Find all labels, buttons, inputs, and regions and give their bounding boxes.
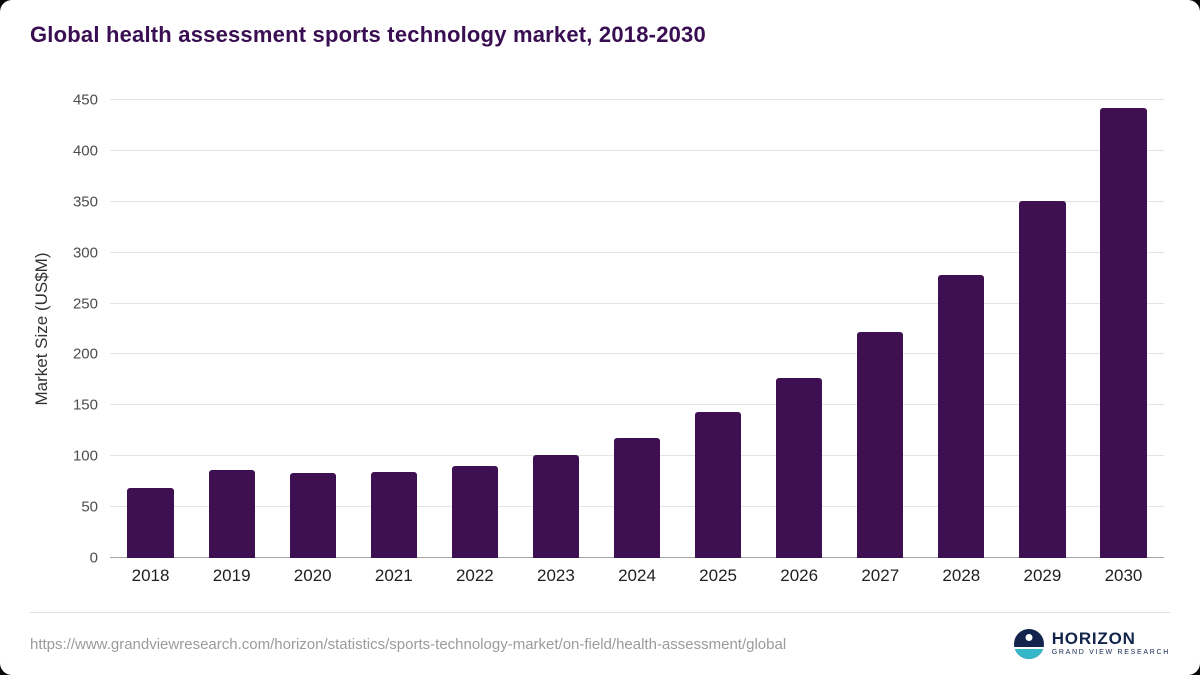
bar-2028 [938, 275, 985, 558]
gridline [110, 251, 1164, 253]
x-axis-label-2019: 2019 [212, 566, 251, 585]
bar-2027 [857, 332, 904, 558]
gridline [110, 404, 1164, 406]
y-axis-tick-label: 400 [72, 142, 98, 160]
x-axis-label-2022: 2022 [455, 566, 494, 585]
x-axis-label-2020: 2020 [293, 566, 332, 585]
bar-column [678, 100, 759, 558]
x-axis-label-2018: 2018 [131, 566, 170, 585]
bar-column [1083, 100, 1164, 558]
gridline [110, 302, 1164, 304]
bar-2029 [1019, 200, 1066, 558]
x-axis-label-2030: 2030 [1104, 566, 1143, 585]
y-axis-tick-label: 50 [81, 498, 98, 516]
bar-2020 [289, 472, 336, 558]
bar-2022 [451, 466, 498, 558]
gridline [110, 200, 1164, 202]
chart-title: Global health assessment sports technolo… [30, 22, 706, 47]
y-axis-tick-label: 250 [72, 295, 98, 313]
logo-horizon-shape [1013, 647, 1044, 659]
bar-series [110, 100, 1164, 558]
y-axis-tick-label: 100 [72, 447, 98, 465]
bar-column [759, 100, 840, 558]
x-axis-label-2027: 2027 [861, 566, 900, 585]
logo-text: HORIZON GRAND VIEW RESEARCH [1052, 630, 1170, 657]
y-axis-tick-label: 350 [72, 193, 98, 211]
horizon-logo-icon [1013, 629, 1044, 659]
x-axis-tick-labels: 2018 2019 2020 2021 2022 2023 2024 2025 2026 2027… [110, 566, 1164, 586]
bar-column [921, 100, 1002, 558]
source-url: https://www.grandviewresearch.com/horizo… [30, 635, 787, 653]
bar-column [596, 100, 677, 558]
bar-column [840, 100, 921, 558]
bar-2019 [208, 470, 255, 558]
bar-column [272, 100, 353, 558]
x-axis-label-2024: 2024 [618, 566, 656, 585]
bar-column [515, 100, 596, 558]
x-axis-label-2026: 2026 [780, 566, 819, 585]
logo-subtitle: GRAND VIEW RESEARCH [1051, 649, 1170, 657]
logo-title: HORIZON [1051, 629, 1136, 649]
gridline [110, 99, 1164, 100]
bar-2018 [127, 487, 174, 558]
footer: https://www.grandviewresearch.com/horizo… [30, 612, 1170, 675]
bar-column [110, 100, 191, 558]
bar-column [1002, 100, 1083, 558]
bar-column [434, 100, 515, 558]
plot-area [110, 99, 1164, 558]
y-axis-tick-label: 450 [72, 91, 98, 109]
bar-2026 [776, 377, 823, 558]
gridline [110, 353, 1164, 355]
x-axis-label-2025: 2025 [699, 566, 737, 585]
y-axis-tick-labels: 0 50 100 150 200 250 300 350 400 450 [0, 92, 98, 567]
bar-2023 [532, 455, 580, 558]
y-axis-tick-label: 200 [72, 345, 98, 363]
x-axis-label-2028: 2028 [942, 566, 981, 585]
bar-2021 [370, 471, 417, 558]
y-axis-tick-label: 0 [89, 549, 98, 567]
bar-column [191, 100, 272, 558]
bar-2025 [694, 412, 742, 558]
logo-sun-dot [1025, 634, 1033, 641]
x-axis-label-2021: 2021 [374, 566, 413, 585]
y-axis-tick-label: 150 [72, 396, 98, 414]
bar-2030 [1100, 108, 1147, 558]
bar-2024 [613, 437, 661, 558]
gridline [110, 149, 1164, 151]
horizon-logo: HORIZON GRAND VIEW RESEARCH [1013, 629, 1170, 659]
bar-column [353, 100, 434, 558]
y-axis-tick-label: 300 [72, 244, 98, 262]
x-axis-label-2023: 2023 [537, 566, 575, 585]
x-axis-label-2029: 2029 [1023, 566, 1062, 585]
